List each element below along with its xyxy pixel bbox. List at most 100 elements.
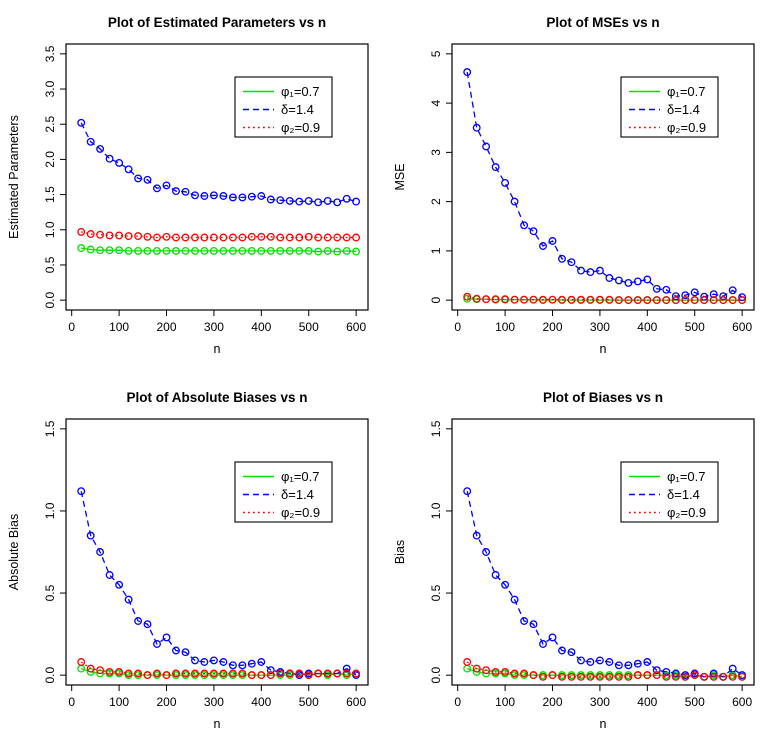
x-tick-label: 300 [590, 695, 610, 709]
data-point [577, 656, 585, 665]
data-point [105, 571, 114, 579]
data-point [143, 246, 152, 255]
y-tick-label: 2.0 [43, 151, 57, 168]
data-point [548, 633, 557, 642]
data-point [209, 656, 218, 665]
data-point [266, 666, 275, 675]
data-point [105, 667, 114, 676]
plot-biases: Plot of Biases vs n 0 100 200 300 400 500 600 0.… [386, 375, 772, 751]
data-point [153, 233, 161, 242]
y-axis-label: Bias [393, 540, 407, 564]
data-point [671, 672, 680, 681]
data-point [295, 669, 304, 678]
data-point [463, 658, 472, 666]
data-point [472, 531, 481, 540]
data-point [595, 672, 604, 681]
data-point [595, 295, 604, 304]
data-point [191, 669, 199, 678]
x-tick-label: 500 [299, 320, 319, 334]
data-point [548, 671, 557, 680]
data-point [463, 487, 472, 496]
data-point [162, 671, 171, 680]
data-point [643, 658, 652, 666]
data-point [719, 296, 728, 305]
data-point [333, 669, 342, 678]
data-point [172, 669, 180, 678]
legend: φ₁=0.7 δ=1.4 φ₂=0.9 [620, 76, 719, 138]
data-point [700, 672, 709, 681]
data-point [624, 672, 633, 681]
data-point [323, 669, 332, 678]
data-point [671, 292, 680, 301]
data-point [558, 295, 566, 304]
data-point [709, 290, 718, 299]
plot-border [451, 43, 755, 311]
data-point [115, 231, 124, 240]
data-point [153, 669, 161, 678]
data-point [662, 285, 671, 294]
data-point [558, 646, 566, 655]
x-tick-label: 400 [637, 320, 657, 334]
x-tick-label: 100 [109, 320, 129, 334]
series-line-2 [81, 231, 357, 239]
data-point [738, 293, 747, 302]
data-point [567, 672, 576, 681]
data-point [342, 664, 351, 673]
x-tick-label: 100 [109, 695, 129, 709]
data-point [115, 667, 124, 676]
data-point [257, 246, 266, 255]
data-point [652, 671, 661, 680]
data-point [200, 246, 209, 255]
data-point [96, 548, 105, 556]
data-point [709, 296, 718, 305]
data-point [491, 295, 500, 304]
data-point [577, 295, 585, 304]
data-point [219, 233, 228, 242]
data-point [529, 295, 538, 304]
x-tick-label: 600 [732, 320, 752, 334]
data-point [539, 640, 547, 648]
x-tick-label: 0 [68, 320, 75, 334]
series-points-2 [463, 658, 747, 681]
data-point [209, 233, 218, 242]
data-point [719, 672, 728, 681]
x-tick-label: 200 [542, 320, 562, 334]
y-tick-label: 2.5 [43, 116, 57, 133]
plot-border [65, 418, 369, 686]
y-tick-label: 5 [429, 50, 443, 57]
data-point [77, 118, 86, 127]
data-point [162, 246, 171, 255]
data-point [482, 142, 491, 151]
data-point [643, 296, 652, 305]
data-point [624, 296, 633, 305]
data-point [709, 672, 718, 681]
y-tick-label: 0.0 [43, 291, 57, 308]
data-point [191, 246, 199, 255]
data-point [652, 666, 661, 675]
x-axis-label: n [600, 342, 607, 356]
data-point [314, 233, 323, 242]
data-point [86, 137, 95, 146]
data-point [285, 196, 294, 205]
data-point [228, 193, 237, 202]
legend-label: δ=1.4 [281, 102, 314, 117]
y-tick-label: 4 [429, 99, 443, 106]
x-tick-label: 400 [251, 695, 271, 709]
data-point [200, 658, 209, 666]
series-line-0 [466, 667, 743, 678]
y-tick-label: 0.0 [43, 666, 57, 683]
series-points-1 [463, 68, 747, 302]
data-point [510, 197, 519, 206]
data-point [115, 158, 124, 167]
data-point [728, 672, 737, 681]
data-point [77, 658, 86, 666]
data-point [257, 671, 266, 680]
data-point [472, 123, 481, 132]
legend-label: φ₁=0.7 [281, 469, 319, 484]
data-point [738, 672, 747, 681]
data-point [143, 620, 152, 629]
legend: φ₁=0.7 δ=1.4 φ₂=0.9 [234, 76, 333, 138]
x-tick-label: 200 [542, 695, 562, 709]
data-point [191, 191, 199, 200]
